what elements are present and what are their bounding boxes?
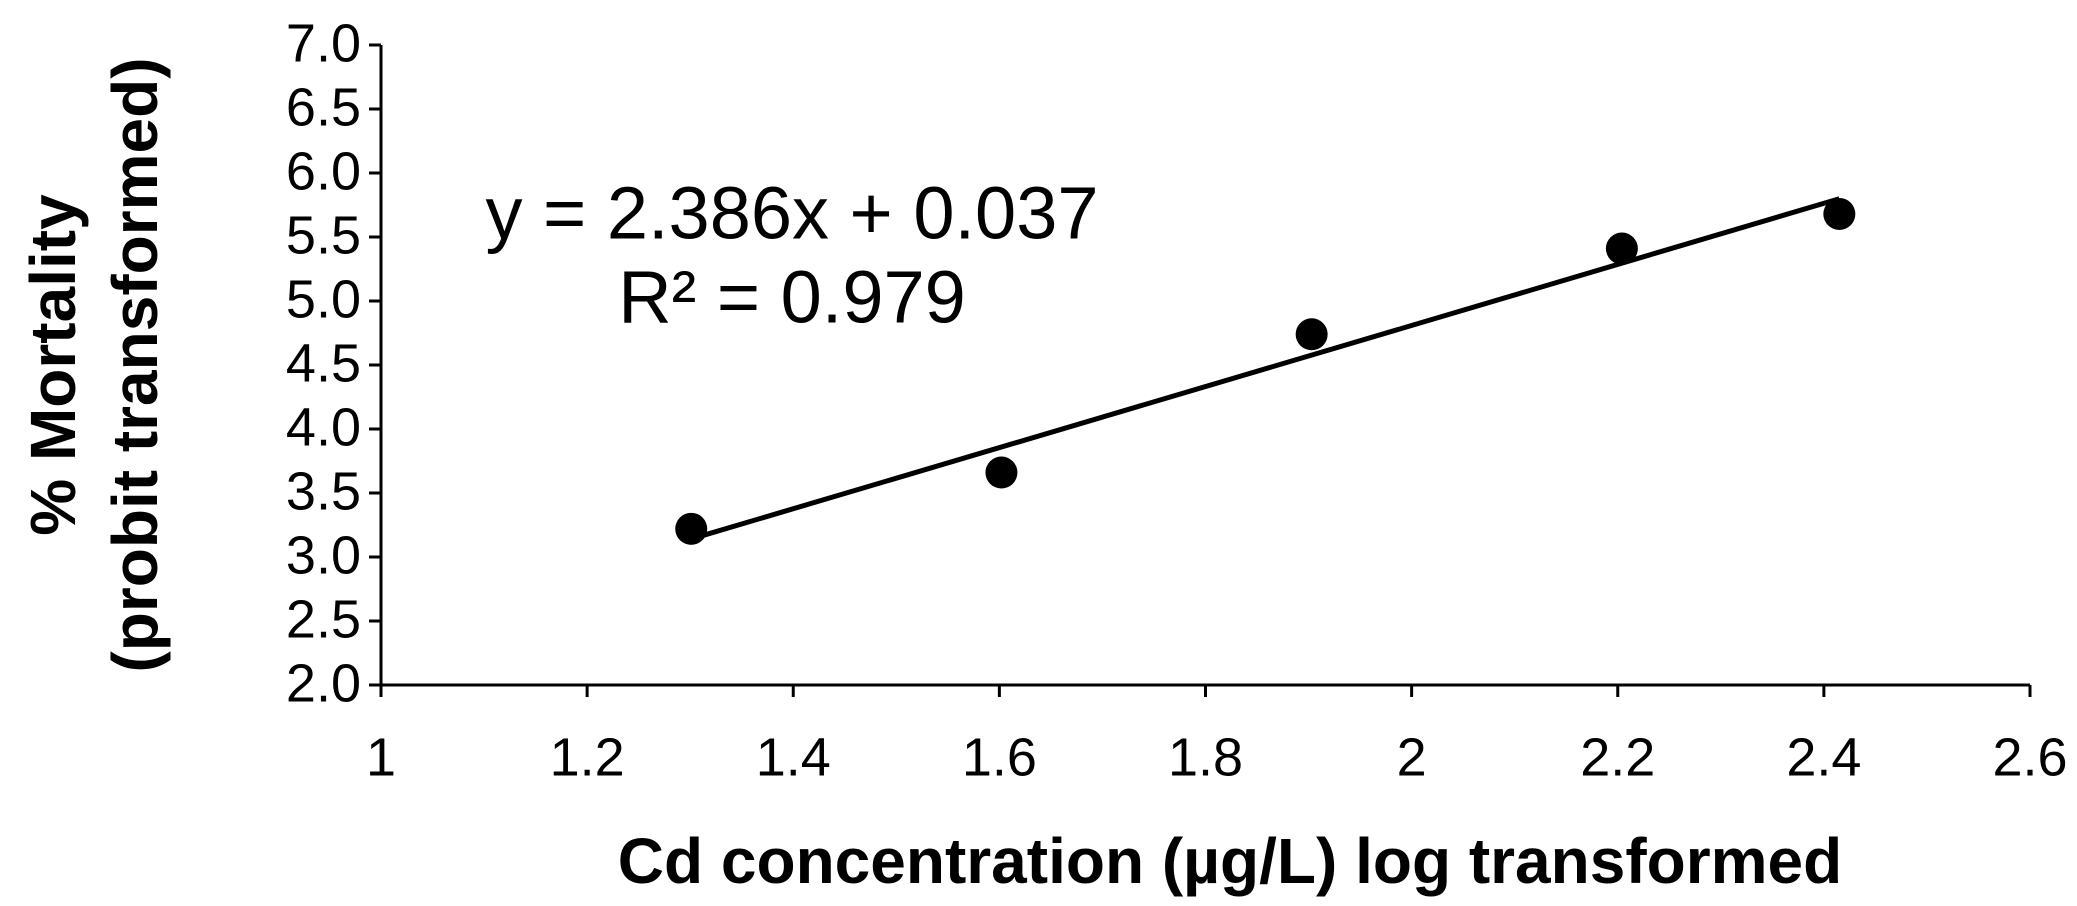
x-tick-label: 1 — [366, 727, 396, 787]
y-tick-label: 2.0 — [286, 653, 361, 713]
y-tick-label: 3.0 — [286, 525, 361, 585]
x-tick-label: 2.6 — [1992, 727, 2067, 787]
trendline-equation: y = 2.386x + 0.037 — [485, 172, 1098, 255]
x-tick-label: 1.4 — [756, 727, 831, 787]
x-tick-label: 1.8 — [1168, 727, 1243, 787]
data-point — [985, 456, 1018, 489]
r-squared: R² = 0.979 — [618, 256, 966, 339]
x-tick-label: 2.2 — [1580, 727, 1655, 787]
x-axis-title: Cd concentration (µg/L) log transformed — [618, 825, 1842, 897]
y-tick-label: 5.5 — [286, 205, 361, 265]
data-point — [675, 512, 708, 545]
y-axis-title: % Mortality — [17, 194, 89, 536]
y-tick-label: 7.0 — [286, 13, 361, 73]
y-tick-label: 6.5 — [286, 77, 361, 137]
y-tick-label: 2.5 — [286, 589, 361, 649]
data-point — [1605, 232, 1638, 265]
data-point — [1823, 197, 1856, 230]
y-axis-title: (probit transformed) — [99, 57, 171, 672]
x-tick-label: 2.4 — [1786, 727, 1861, 787]
x-tick-label: 1.6 — [962, 727, 1037, 787]
y-tick-label: 5.0 — [286, 269, 361, 329]
y-tick-label: 6.0 — [286, 141, 361, 201]
x-tick-label: 1.2 — [550, 727, 625, 787]
data-point — [1295, 318, 1328, 351]
y-tick-label: 3.5 — [286, 461, 361, 521]
y-tick-label: 4.5 — [286, 333, 361, 393]
trendline — [690, 196, 1841, 542]
x-tick-label: 2 — [1397, 727, 1427, 787]
y-tick-label: 4.0 — [286, 397, 361, 457]
